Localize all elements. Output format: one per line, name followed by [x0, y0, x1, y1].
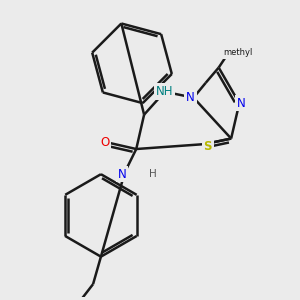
Text: H: H [149, 169, 157, 179]
Text: methyl: methyl [224, 48, 253, 57]
Text: O: O [100, 136, 109, 149]
Text: N: N [237, 97, 246, 110]
Text: S: S [203, 140, 212, 153]
Text: NH: NH [156, 85, 173, 98]
Text: N: N [186, 91, 195, 104]
Text: N: N [118, 168, 126, 181]
